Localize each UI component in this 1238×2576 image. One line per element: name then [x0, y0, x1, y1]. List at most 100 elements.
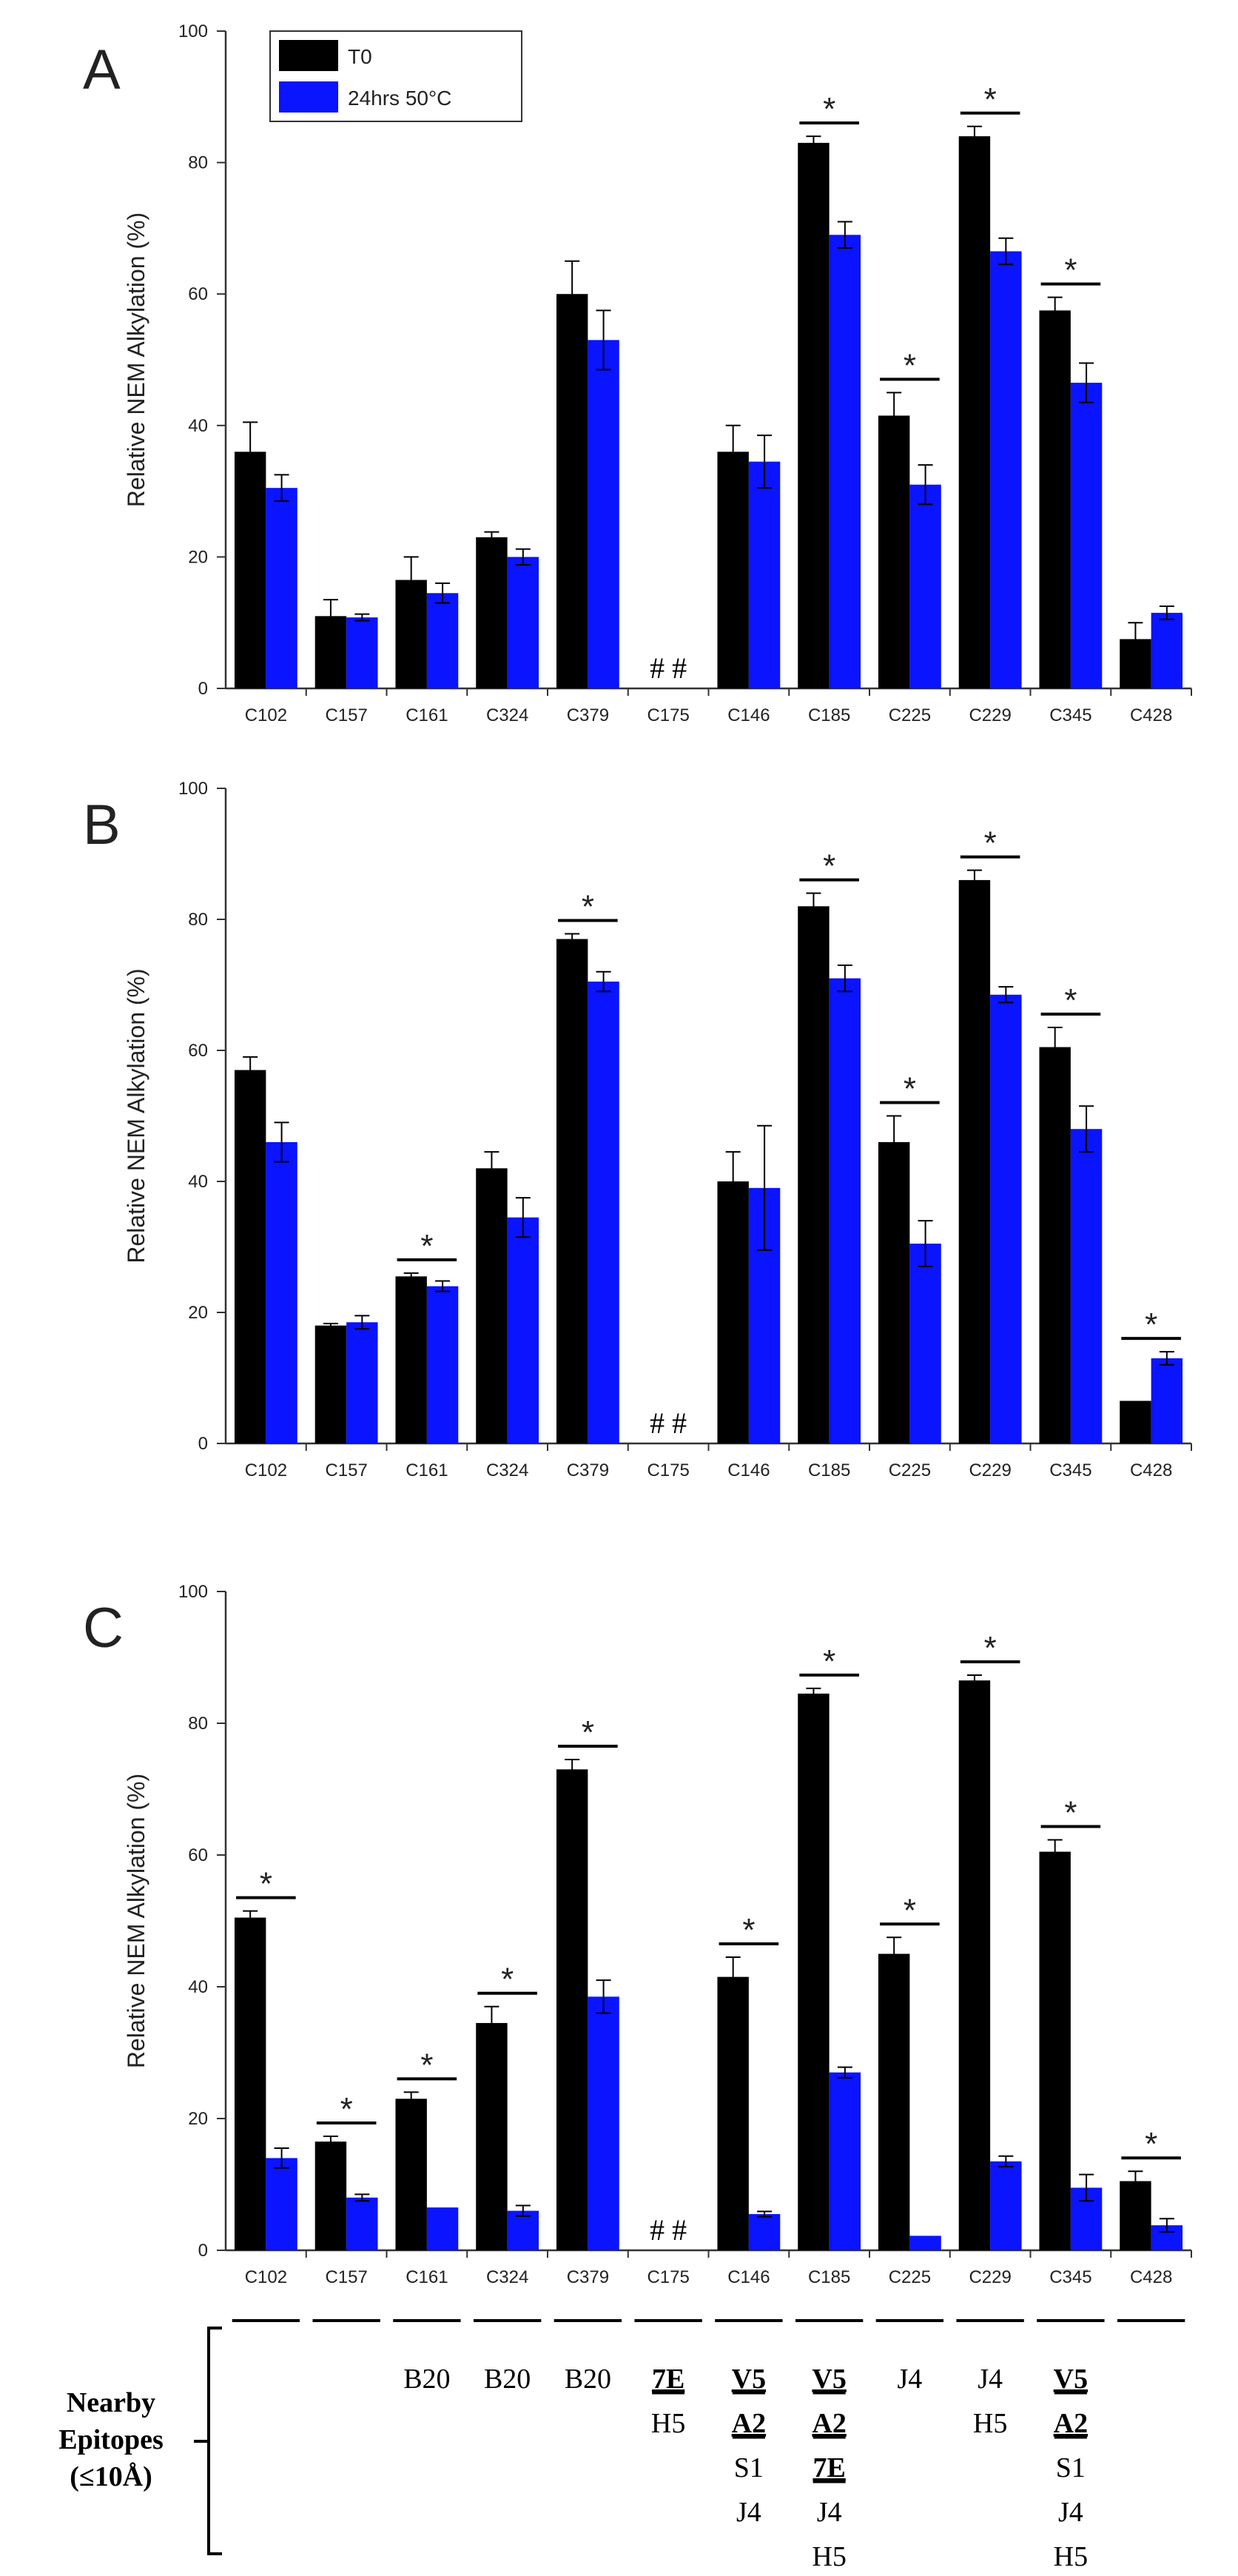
x-tick-label: C345 [1049, 705, 1091, 725]
epitope-label: S1 [1056, 2452, 1086, 2483]
y-tick-label: 40 [188, 1977, 208, 1997]
epitope-label: A2 [1054, 2408, 1088, 2439]
bar-heated-C185 [829, 235, 861, 688]
epitope-label: A2 [732, 2408, 766, 2439]
y-axis-label: Relative NEM Alkylation (%) [123, 212, 149, 507]
significance-star: * [1145, 1307, 1157, 1343]
bar-t0-C185 [798, 906, 830, 1443]
epitope-title-line2: Epitopes [58, 2424, 163, 2455]
x-tick-label: C324 [486, 1460, 528, 1480]
missing-data-marker: # # [650, 2213, 687, 2247]
x-tick-label: C102 [245, 2267, 287, 2287]
y-tick-label: 40 [188, 1172, 208, 1192]
y-tick-label: 20 [188, 547, 208, 567]
x-tick-label: C229 [969, 1460, 1011, 1480]
epitope-label: J4 [897, 2364, 922, 2395]
missing-data-marker: # # [650, 1406, 687, 1440]
y-tick-label: 40 [188, 416, 208, 436]
bar-heated-C345 [1070, 1129, 1103, 1443]
bar-t0-C157 [314, 2141, 347, 2250]
x-tick-label: C175 [647, 705, 689, 725]
bar-t0-C379 [556, 294, 588, 688]
significance-star: * [904, 1071, 916, 1107]
y-tick-label: 20 [188, 1303, 208, 1323]
bar-heated-C324 [507, 2210, 539, 2250]
epitope-label: S1 [734, 2452, 764, 2483]
epitope-title-line3: (≤10Å) [70, 2461, 152, 2492]
bar-t0-C345 [1039, 1851, 1071, 2250]
bar-heated-C157 [346, 617, 378, 688]
panel-letter: B [83, 794, 121, 856]
x-tick-label: C185 [808, 2267, 850, 2287]
x-tick-label: C146 [727, 2267, 770, 2287]
significance-star: * [420, 2047, 433, 2083]
bar-heated-C379 [588, 1996, 619, 2250]
bar-heated-C345 [1070, 383, 1103, 688]
bar-t0-C146 [717, 1181, 749, 1443]
x-tick-label: C324 [486, 2267, 528, 2287]
bar-heated-C185 [829, 2072, 861, 2250]
bar-t0-C161 [395, 2099, 427, 2250]
bar-t0-C379 [556, 939, 588, 1443]
significance-star: * [1145, 2126, 1157, 2162]
panel-letter: C [83, 1597, 124, 1660]
epitope-label: V5 [732, 2364, 766, 2395]
bar-heated-C229 [990, 251, 1022, 689]
bar-heated-C229 [990, 994, 1022, 1443]
y-tick-label: 100 [178, 779, 208, 799]
epitope-label: V5 [812, 2364, 846, 2395]
bar-t0-C102 [234, 1070, 266, 1443]
bar-t0-C146 [717, 1976, 749, 2250]
legend-label-t0: T0 [348, 45, 372, 68]
y-axis-label: Relative NEM Alkylation (%) [123, 968, 149, 1263]
bar-t0-C185 [798, 142, 830, 688]
x-tick-label: C379 [567, 2267, 609, 2287]
bar-t0-C102 [234, 1917, 266, 2250]
x-tick-label: C175 [647, 1460, 689, 1480]
epitope-label: H5 [651, 2408, 685, 2439]
significance-star: * [1064, 1795, 1077, 1831]
x-tick-label: C161 [406, 1460, 448, 1480]
x-tick-label: C102 [245, 705, 287, 725]
epitope-label: J4 [736, 2497, 761, 2528]
bar-heated-C161 [426, 593, 459, 688]
x-tick-label: C157 [325, 2267, 367, 2287]
epitope-label: B20 [484, 2364, 531, 2395]
bar-t0-C428 [1120, 1401, 1151, 1443]
significance-star: * [340, 2091, 353, 2127]
bar-heated-C157 [346, 1322, 378, 1443]
bar-heated-C225 [909, 484, 941, 688]
bar-t0-C345 [1039, 1047, 1071, 1443]
significance-star: * [1064, 252, 1077, 289]
epitope-label: H5 [812, 2541, 846, 2572]
significance-star: * [984, 1630, 997, 1666]
x-tick-label: C146 [727, 705, 770, 725]
bar-heated-C185 [829, 978, 861, 1443]
epitope-label: J4 [978, 2364, 1003, 2395]
x-tick-label: C175 [647, 2267, 689, 2287]
panel-letter: A [83, 38, 121, 101]
bar-heated-C146 [748, 2214, 781, 2250]
x-tick-label: C428 [1130, 2267, 1172, 2287]
epitope-bracket [194, 2327, 222, 2555]
bar-heated-C229 [990, 2161, 1022, 2250]
bar-heated-C161 [426, 1286, 459, 1443]
x-tick-label: C225 [889, 2267, 931, 2287]
significance-star: * [582, 888, 594, 925]
legend-swatch-heated [279, 81, 338, 113]
bar-heated-C379 [588, 982, 619, 1443]
bar-t0-C225 [878, 415, 910, 688]
legend-label-heated: 24hrs 50°C [348, 87, 451, 110]
legend-swatch-t0 [279, 40, 338, 71]
bar-heated-C428 [1151, 612, 1183, 688]
x-tick-label: C225 [889, 1460, 931, 1480]
significance-star: * [260, 1866, 272, 1902]
bar-heated-C225 [909, 2235, 941, 2250]
bar-t0-C229 [958, 879, 991, 1443]
epitope-label: V5 [1054, 2364, 1088, 2395]
epitope-table: B20 B20 B20 7E H5 V5 A2 S1 J4 V5 A2 7E J4 H5 J4 J4 H5 V5 A… [58, 2319, 1185, 2572]
x-tick-label: C428 [1130, 705, 1172, 725]
x-tick-label: C146 [727, 1460, 770, 1480]
bar-heated-C428 [1151, 1358, 1183, 1443]
panel-B: B 0 20 40 60 80 100 Relative NEM Alkylation (%)… [83, 779, 1192, 1480]
